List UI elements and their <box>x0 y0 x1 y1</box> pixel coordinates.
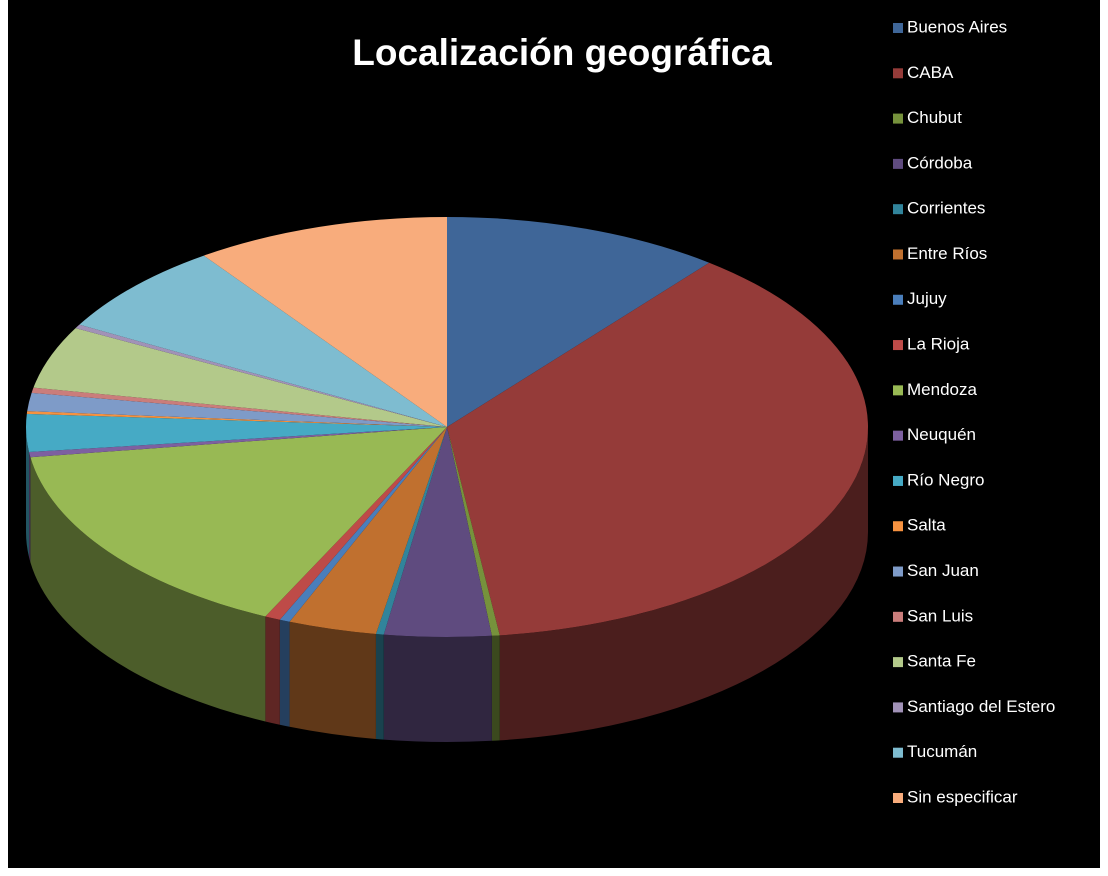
legend-swatch <box>893 566 903 577</box>
slice-side <box>279 619 290 727</box>
pie-sides <box>26 427 868 742</box>
legend-label: Buenos Aires <box>907 17 1007 36</box>
legend-swatch <box>893 113 903 124</box>
legend-swatch <box>893 521 903 532</box>
slice <box>75 324 448 427</box>
legend-label: Corrientes <box>907 199 985 218</box>
legend-swatch <box>893 793 903 803</box>
slice <box>28 427 447 458</box>
slice-side <box>26 427 29 558</box>
slice <box>383 427 492 638</box>
slice <box>289 427 447 634</box>
slice <box>31 387 447 427</box>
legend-label: Salta <box>907 516 946 535</box>
legend-swatch <box>893 385 903 396</box>
slice <box>447 217 710 427</box>
legend-swatch <box>893 657 903 668</box>
legend-label: Entre Ríos <box>907 244 987 263</box>
legend-swatch <box>893 702 903 713</box>
slice <box>375 427 447 635</box>
legend-label: La Rioja <box>907 335 970 354</box>
slice-side <box>499 427 868 741</box>
slice-side <box>30 457 266 722</box>
legend-swatch <box>893 475 903 486</box>
legend-label: Neuquén <box>907 425 976 444</box>
legend-label: Santa Fe <box>907 652 976 671</box>
legend-label: Tucumán <box>907 742 977 761</box>
legend-swatch <box>893 204 903 215</box>
slice-side <box>383 634 492 742</box>
legend-label: San Juan <box>907 561 979 580</box>
legend-label: Santiago del Estero <box>907 697 1055 716</box>
slice <box>26 411 447 427</box>
legend-swatch <box>893 158 903 169</box>
legend-label: Chubut <box>907 108 962 127</box>
slice-side <box>375 633 384 740</box>
legend-swatch <box>893 430 903 441</box>
pie-tops <box>25 217 869 638</box>
slice <box>25 413 447 453</box>
legend-swatch <box>893 294 903 305</box>
legend-label: Sin especificar <box>907 787 1018 806</box>
legend-label: Río Negro <box>907 470 984 489</box>
legend-swatch <box>893 340 903 351</box>
legend-swatch <box>893 23 903 33</box>
slice-side <box>265 616 280 725</box>
slice-side <box>28 452 31 563</box>
legend-swatch <box>893 68 903 79</box>
legend-swatch <box>893 611 903 622</box>
slice-side <box>289 621 376 739</box>
legend-swatch <box>893 249 903 260</box>
legend-swatch <box>893 747 903 758</box>
slice <box>265 427 447 620</box>
slice <box>79 255 447 427</box>
slice <box>203 217 447 427</box>
slice <box>447 427 500 636</box>
slice-side <box>491 635 500 741</box>
slice <box>447 262 869 636</box>
slice <box>30 427 447 617</box>
legend-label: San Luis <box>907 606 973 625</box>
chart-title: Localización geográfica <box>352 32 772 73</box>
legend-label: Jujuy <box>907 289 947 308</box>
legend-label: Mendoza <box>907 380 977 399</box>
slice <box>279 427 447 622</box>
legend-label: Córdoba <box>907 153 973 172</box>
legend-label: CABA <box>907 63 954 82</box>
slice <box>33 328 448 427</box>
slice <box>27 392 447 427</box>
